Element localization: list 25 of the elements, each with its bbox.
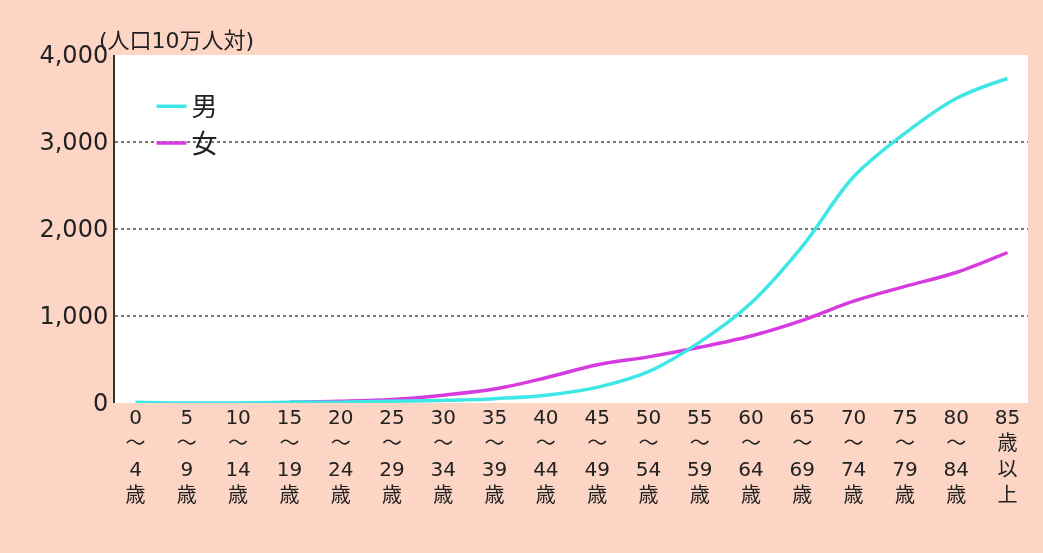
x-tick-label: 70～74歳 <box>840 405 867 507</box>
y-tick-label: 2,000 <box>39 215 109 244</box>
x-tick-label: 60～64歳 <box>738 405 764 507</box>
y-tick-label: 0 <box>92 389 109 418</box>
x-tick-label: 65～69歳 <box>789 405 816 507</box>
x-tick-label: 25～29歳 <box>379 405 405 507</box>
x-tick-label: 40～44歳 <box>533 405 559 507</box>
y-tick-label: 1,000 <box>39 302 109 331</box>
x-tick-label: 45～49歳 <box>584 405 610 507</box>
legend-label: 女 <box>191 129 218 160</box>
x-tick-label: 5～9歳 <box>176 405 197 507</box>
x-tick-label: 0～4歳 <box>125 405 146 507</box>
x-tick-label: 75～79歳 <box>892 405 918 507</box>
x-tick-label: 50～54歳 <box>635 405 662 507</box>
y-tick-label: 3,000 <box>39 128 109 157</box>
x-tick-label: 30～34歳 <box>430 405 456 507</box>
x-tick-label: 35～39歳 <box>481 405 508 507</box>
line-series <box>133 76 1010 403</box>
x-tick-label: 85歳以上 <box>994 405 1021 507</box>
x-tick-label: 80～84歳 <box>943 405 969 507</box>
x-tick-label: 15～19歳 <box>276 405 303 507</box>
x-tick-label: 55～59歳 <box>687 405 713 507</box>
x-tick-label: 10～14歳 <box>225 405 251 507</box>
x-tick-label: 20～24歳 <box>327 405 354 507</box>
legend-label: 男 <box>191 92 218 123</box>
